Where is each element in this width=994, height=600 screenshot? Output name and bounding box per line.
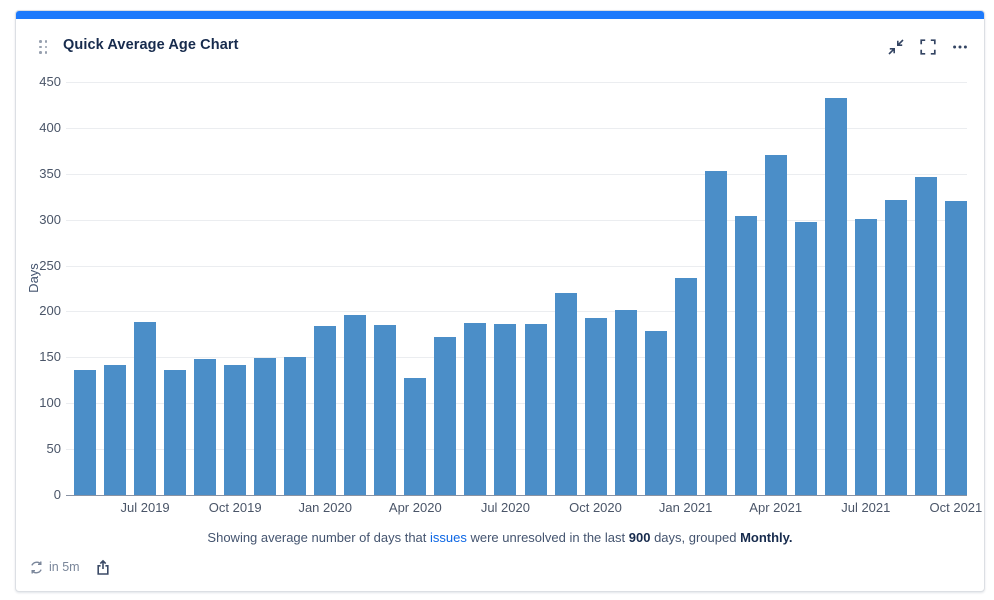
y-tick-label: 0 — [53, 487, 61, 502]
gridline — [66, 265, 967, 267]
refresh-countdown: in 5m — [49, 560, 80, 574]
bar — [674, 278, 697, 495]
gridline — [66, 311, 967, 313]
more-options-button[interactable] — [951, 38, 969, 56]
bar — [764, 154, 787, 495]
gadget-actions — [887, 38, 969, 56]
bar — [434, 337, 457, 495]
x-tick-label: Jan 2020 — [298, 500, 352, 515]
bar — [374, 325, 397, 495]
y-tick-label: 150 — [39, 349, 61, 365]
y-tick-label: 250 — [39, 257, 61, 273]
card-accent-stripe — [16, 11, 984, 19]
bar — [794, 222, 817, 495]
x-tick-label: Apr 2020 — [388, 500, 442, 515]
bar — [284, 357, 307, 495]
x-tick-label: Apr 2021 — [749, 500, 803, 515]
gridline — [66, 449, 967, 451]
caption-bold-text: 900 — [628, 530, 651, 545]
x-tick-label: Jul 2021 — [841, 500, 891, 515]
y-tick-label: 300 — [39, 211, 61, 227]
bar — [554, 293, 577, 495]
refresh-row: in 5m — [29, 557, 111, 577]
gridline — [66, 127, 967, 129]
x-tick-label: Oct 2021 — [929, 500, 983, 515]
fullscreen-button[interactable] — [919, 38, 937, 56]
gadget-header: Quick Average Age Chart — [16, 37, 984, 61]
issues-link[interactable]: issues — [430, 530, 467, 545]
fullscreen-icon — [920, 39, 936, 55]
gridline — [66, 219, 967, 221]
x-tick-label: Oct 2019 — [208, 500, 262, 515]
bar — [344, 315, 367, 495]
y-tick-label: 100 — [39, 395, 61, 411]
bar — [824, 97, 847, 495]
bar — [854, 218, 877, 495]
gadget-card: Quick Average Age Chart Days 0 50 100 15 — [15, 10, 985, 592]
bar — [164, 370, 187, 495]
y-tick-label: 350 — [39, 165, 61, 181]
x-tick-label: Jul 2020 — [480, 500, 530, 515]
y-tick-label: 200 — [39, 303, 61, 319]
bar — [74, 370, 96, 495]
x-tick-label: Oct 2020 — [569, 500, 622, 515]
collapse-button[interactable] — [887, 38, 905, 56]
bar — [404, 378, 427, 495]
bar — [614, 309, 637, 495]
refresh-icon[interactable] — [29, 560, 44, 575]
gadget-title: Quick Average Age Chart — [63, 37, 239, 53]
y-tick-label: 50 — [46, 441, 61, 457]
y-tick-label: 400 — [39, 119, 61, 135]
bar — [524, 324, 547, 495]
bar — [704, 171, 727, 495]
gridline — [66, 173, 967, 175]
caption-text: were unresolved in the last — [466, 530, 629, 545]
caption-text: Showing average number of days that — [207, 530, 431, 545]
caption-bold-text: Monthly. — [740, 530, 793, 545]
chart-caption: Showing average number of days that issu… — [16, 530, 984, 545]
bar — [224, 364, 247, 495]
more-icon — [953, 45, 967, 49]
bar — [104, 364, 126, 495]
bar — [464, 322, 487, 495]
bar — [314, 326, 337, 495]
bar — [734, 216, 757, 495]
bar — [644, 330, 667, 495]
gridline — [66, 357, 967, 359]
x-tick-label: Jan 2021 — [658, 500, 713, 515]
average-age-bar-chart: Days 0 50 100 150 200 250 300 350 400 450 Jul 2019… — [16, 11, 984, 591]
gridline — [66, 82, 967, 83]
bar — [584, 317, 607, 495]
x-tick-label: Jul 2019 — [120, 500, 170, 515]
bar — [944, 201, 967, 495]
bar — [254, 358, 277, 495]
share-icon[interactable] — [95, 559, 111, 576]
caption-text: days, grouped — [650, 530, 741, 545]
bar — [134, 321, 157, 495]
collapse-icon — [888, 39, 904, 55]
bar — [884, 199, 907, 495]
drag-handle-icon[interactable] — [39, 40, 50, 55]
x-axis-line — [66, 495, 967, 496]
bar — [194, 359, 217, 495]
gridline — [66, 403, 967, 405]
bar — [914, 177, 937, 495]
bar — [494, 324, 517, 495]
y-tick-label: 450 — [39, 74, 61, 89]
